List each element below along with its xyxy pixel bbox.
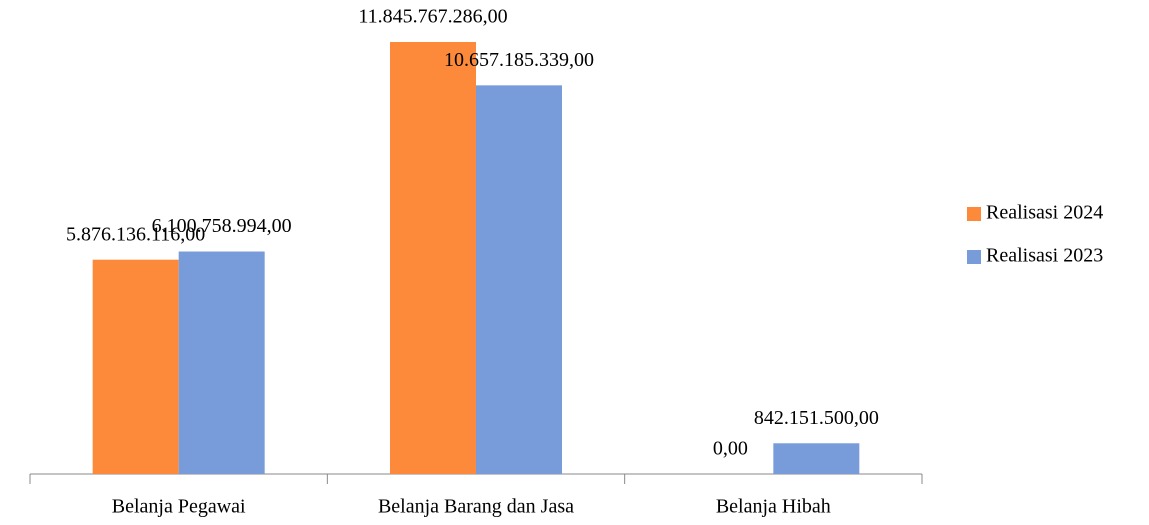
data-label: 0,00 [713,438,748,460]
bar [92,259,179,474]
x-tick-label: Belanja Pegawai [112,496,246,518]
legend-swatch [967,207,981,221]
bar [178,251,265,474]
bar [390,42,476,474]
legend-label: Realisasi 2024 [986,202,1103,224]
data-label: 6.100.758.994,00 [152,215,292,237]
legend-label: Realisasi 2023 [986,245,1103,267]
bar [773,443,860,474]
bar [476,85,562,474]
data-label: 5.876.136.116,00 [66,223,205,245]
data-label: 10.657.185.339,00 [444,49,594,71]
data-label: 11.845.767.286,00 [358,6,507,28]
data-label: 842.151.500,00 [754,407,879,429]
x-tick-label: Belanja Hibah [716,496,831,518]
x-tick-label: Belanja Barang dan Jasa [378,496,574,518]
legend-swatch [967,250,981,264]
